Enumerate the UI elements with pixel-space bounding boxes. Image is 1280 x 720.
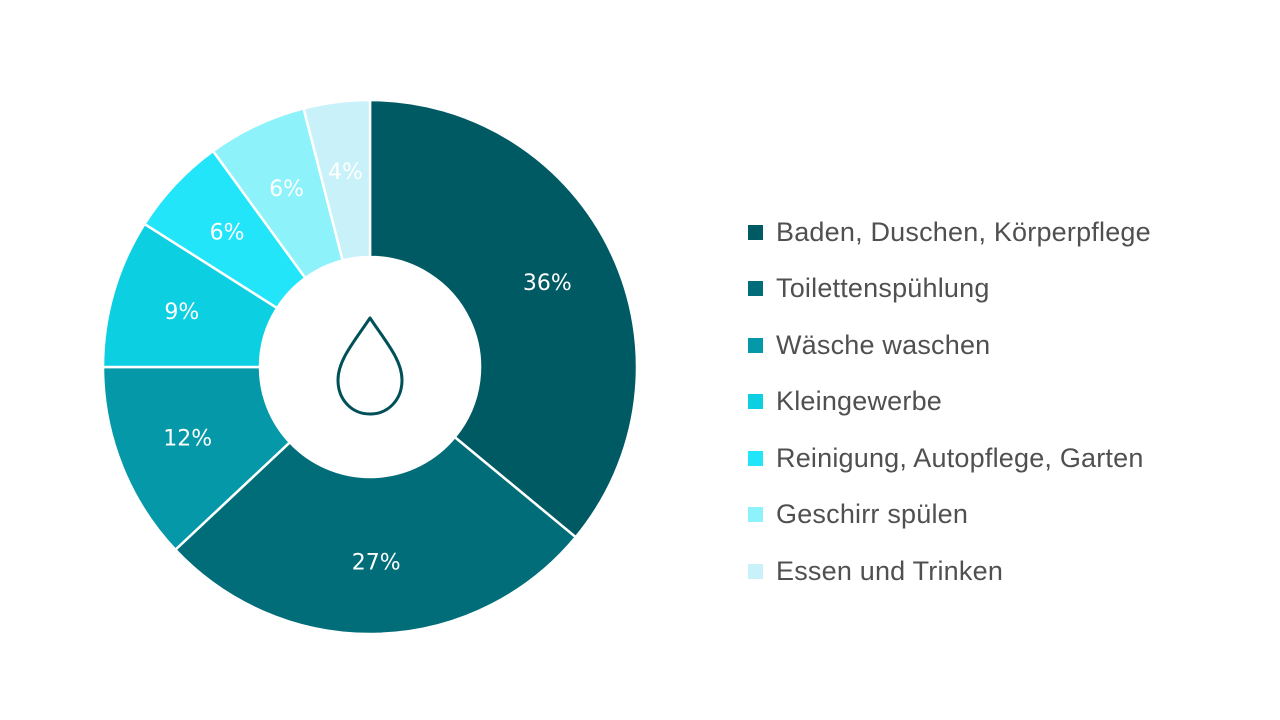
legend-label: Essen und Trinken xyxy=(776,555,1004,586)
slice-label-1: 36% xyxy=(523,271,572,296)
legend-item-5: Reinigung, Autopflege, Garten xyxy=(748,430,1151,487)
legend-item-1: Baden, Duschen, Körperpflege xyxy=(748,204,1151,261)
legend-label: Toilettenspühlung xyxy=(776,273,990,304)
legend-swatch xyxy=(748,224,763,240)
legend: Baden, Duschen, Körperpflege Toilettenspü… xyxy=(748,204,1151,600)
slice-label-2: 27% xyxy=(352,550,401,575)
legend-item-4: Kleingewerbe xyxy=(748,374,1151,431)
legend-swatch xyxy=(748,394,763,410)
water-drop-icon xyxy=(336,316,404,416)
slice-3 xyxy=(101,365,292,552)
slice-labels: 36% 27% 12% 9% 6% 6% 4% xyxy=(163,160,571,575)
slice-label-3: 12% xyxy=(163,427,212,452)
legend-item-3: Wäsche waschen xyxy=(748,317,1151,374)
legend-label: Wäsche waschen xyxy=(776,329,991,360)
legend-label: Baden, Duschen, Körperpflege xyxy=(776,216,1151,247)
slice-label-4: 9% xyxy=(164,300,199,325)
legend-swatch xyxy=(748,337,763,353)
legend-swatch xyxy=(748,450,763,466)
donut-chart: 36% 27% 12% 9% 6% 6% 4% xyxy=(101,98,639,636)
slice-1 xyxy=(368,98,639,539)
slice-2 xyxy=(173,435,578,636)
legend-item-2: Toilettenspühlung xyxy=(748,261,1151,318)
legend-swatch xyxy=(748,281,763,297)
slice-7 xyxy=(302,98,372,262)
legend-item-7: Essen und Trinken xyxy=(748,543,1151,600)
legend-item-6: Geschirr spülen xyxy=(748,487,1151,544)
slice-label-5: 6% xyxy=(210,220,245,245)
legend-swatch xyxy=(748,507,763,523)
donut-slices xyxy=(101,98,639,636)
legend-swatch xyxy=(748,563,763,579)
legend-label: Kleingewerbe xyxy=(776,386,943,417)
legend-label: Reinigung, Autopflege, Garten xyxy=(776,442,1144,473)
slice-label-7: 4% xyxy=(328,160,363,185)
slice-label-6: 6% xyxy=(269,177,304,202)
legend-label: Geschirr spülen xyxy=(776,499,969,530)
